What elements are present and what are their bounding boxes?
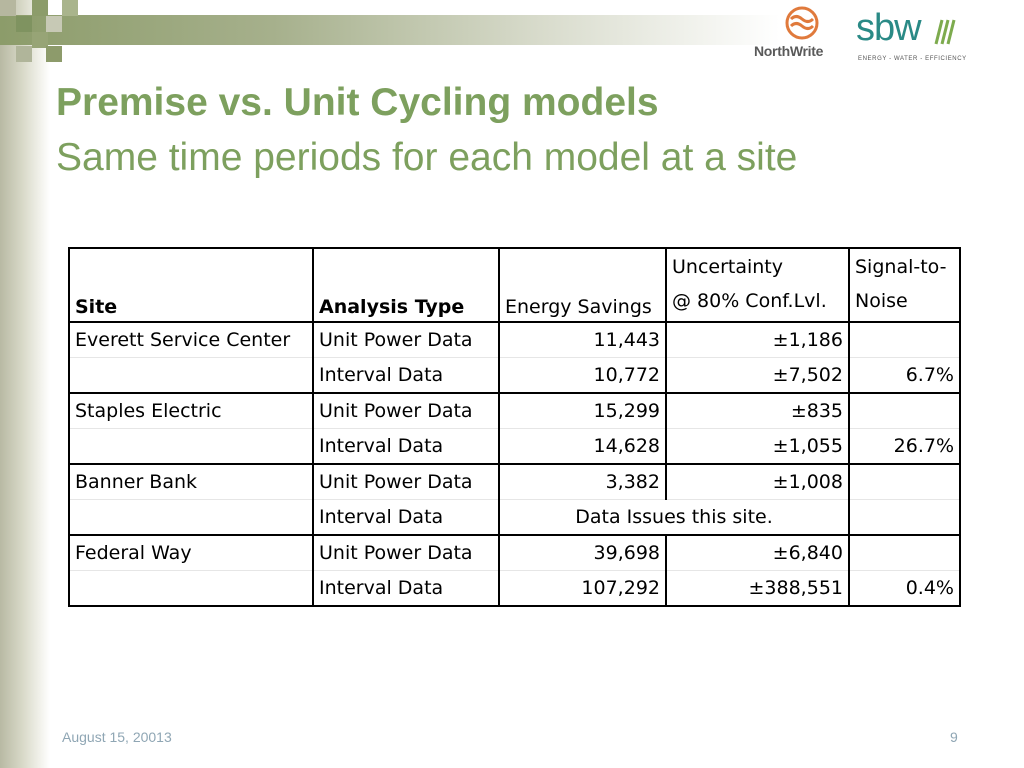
- header-site: Site: [68, 247, 314, 323]
- cell-signal-to-noise: [848, 499, 961, 535]
- table-row: Interval Data 107,292 ±388,551 0.4%: [68, 570, 961, 607]
- header-uncertainty-line1: Uncertainty: [672, 256, 784, 278]
- cell-uncertainty: ±1,008: [665, 463, 850, 500]
- cell-analysis-type: Unit Power Data: [312, 392, 500, 429]
- header-uncertainty: Uncertainty @ 80% Conf.Lvl.: [665, 247, 850, 323]
- footer-date: August 15, 20013: [62, 729, 172, 745]
- cell-signal-to-noise: 26.7%: [848, 428, 961, 464]
- page-number: 9: [950, 729, 958, 745]
- header-signal-line1: Signal-to-: [855, 256, 947, 278]
- cell-signal-to-noise: 6.7%: [848, 357, 961, 393]
- cell-analysis-type: Unit Power Data: [312, 463, 500, 500]
- header-analysis-type: Analysis Type: [312, 247, 500, 323]
- northwrite-swirl-icon: [785, 6, 819, 40]
- sbw-tagline: ENERGY - WATER - EFFICIENCY: [858, 56, 967, 62]
- table-row: Federal Way Unit Power Data 39,698 ±6,84…: [68, 534, 961, 571]
- top-decorative-bar: [0, 15, 780, 45]
- cell-analysis-type: Interval Data: [312, 357, 500, 393]
- cell-analysis-type: Interval Data: [312, 428, 500, 464]
- northwrite-logo: NorthWrite: [754, 6, 846, 59]
- cell-signal-to-noise: [848, 392, 961, 429]
- table-row: Everett Service Center Unit Power Data 1…: [68, 321, 961, 358]
- cell-site: Federal Way: [68, 534, 314, 571]
- comparison-table: Site Analysis Type Energy Savings Uncert…: [68, 247, 961, 607]
- header-uncertainty-line2: @ 80% Conf.Lvl.: [672, 290, 827, 312]
- cell-energy-savings: 3,382: [498, 463, 667, 500]
- cell-energy-savings: 14,628: [498, 428, 667, 464]
- cell-data-issues-note: Data Issues this site.: [498, 499, 850, 535]
- cell-uncertainty: ±388,551: [665, 570, 850, 607]
- cell-analysis-type: Interval Data: [312, 570, 500, 607]
- sbw-slashes-icon: [934, 19, 956, 45]
- table-row: Banner Bank Unit Power Data 3,382 ±1,008: [68, 463, 961, 500]
- table-row: Interval Data 10,772 ±7,502 6.7%: [68, 357, 961, 393]
- header-signal-line2: Noise: [855, 290, 908, 312]
- cell-site: [68, 570, 314, 607]
- cell-uncertainty: ±1,186: [665, 321, 850, 358]
- cell-site: Everett Service Center: [68, 321, 314, 358]
- cell-site: [68, 499, 314, 535]
- cell-signal-to-noise: 0.4%: [848, 570, 961, 607]
- slide-title: Premise vs. Unit Cycling models: [56, 81, 659, 124]
- cell-uncertainty: ±835: [665, 392, 850, 429]
- cell-energy-savings: 107,292: [498, 570, 667, 607]
- header-signal-to-noise: Signal-to- Noise: [848, 247, 961, 323]
- cell-site: Banner Bank: [68, 463, 314, 500]
- table-header-row: Site Analysis Type Energy Savings Uncert…: [68, 247, 961, 323]
- cell-analysis-type: Unit Power Data: [312, 321, 500, 358]
- cell-signal-to-noise: [848, 463, 961, 500]
- table-row: Interval Data 14,628 ±1,055 26.7%: [68, 428, 961, 464]
- cell-energy-savings: 11,443: [498, 321, 667, 358]
- cell-signal-to-noise: [848, 321, 961, 358]
- cell-uncertainty: ±7,502: [665, 357, 850, 393]
- partner-logos: NorthWrite sbw ENERGY - WATER - EFFICIEN…: [754, 4, 974, 66]
- cell-analysis-type: Unit Power Data: [312, 534, 500, 571]
- cell-site: Staples Electric: [68, 392, 314, 429]
- left-decorative-band: [0, 0, 50, 768]
- slide-subtitle: Same time periods for each model at a si…: [56, 136, 798, 179]
- cell-energy-savings: 15,299: [498, 392, 667, 429]
- cell-energy-savings: 10,772: [498, 357, 667, 393]
- table-row: Staples Electric Unit Power Data 15,299 …: [68, 392, 961, 429]
- cell-signal-to-noise: [848, 534, 961, 571]
- northwrite-logo-text: NorthWrite: [754, 43, 824, 59]
- header-energy-savings: Energy Savings: [498, 247, 667, 323]
- cell-energy-savings: 39,698: [498, 534, 667, 571]
- cell-analysis-type: Interval Data: [312, 499, 500, 535]
- cell-uncertainty: ±6,840: [665, 534, 850, 571]
- table-row: Interval Data Data Issues this site.: [68, 499, 961, 535]
- cell-site: [68, 357, 314, 393]
- sbw-logo-text: sbw: [856, 7, 922, 49]
- cell-site: [68, 428, 314, 464]
- cell-uncertainty: ±1,055: [665, 428, 850, 464]
